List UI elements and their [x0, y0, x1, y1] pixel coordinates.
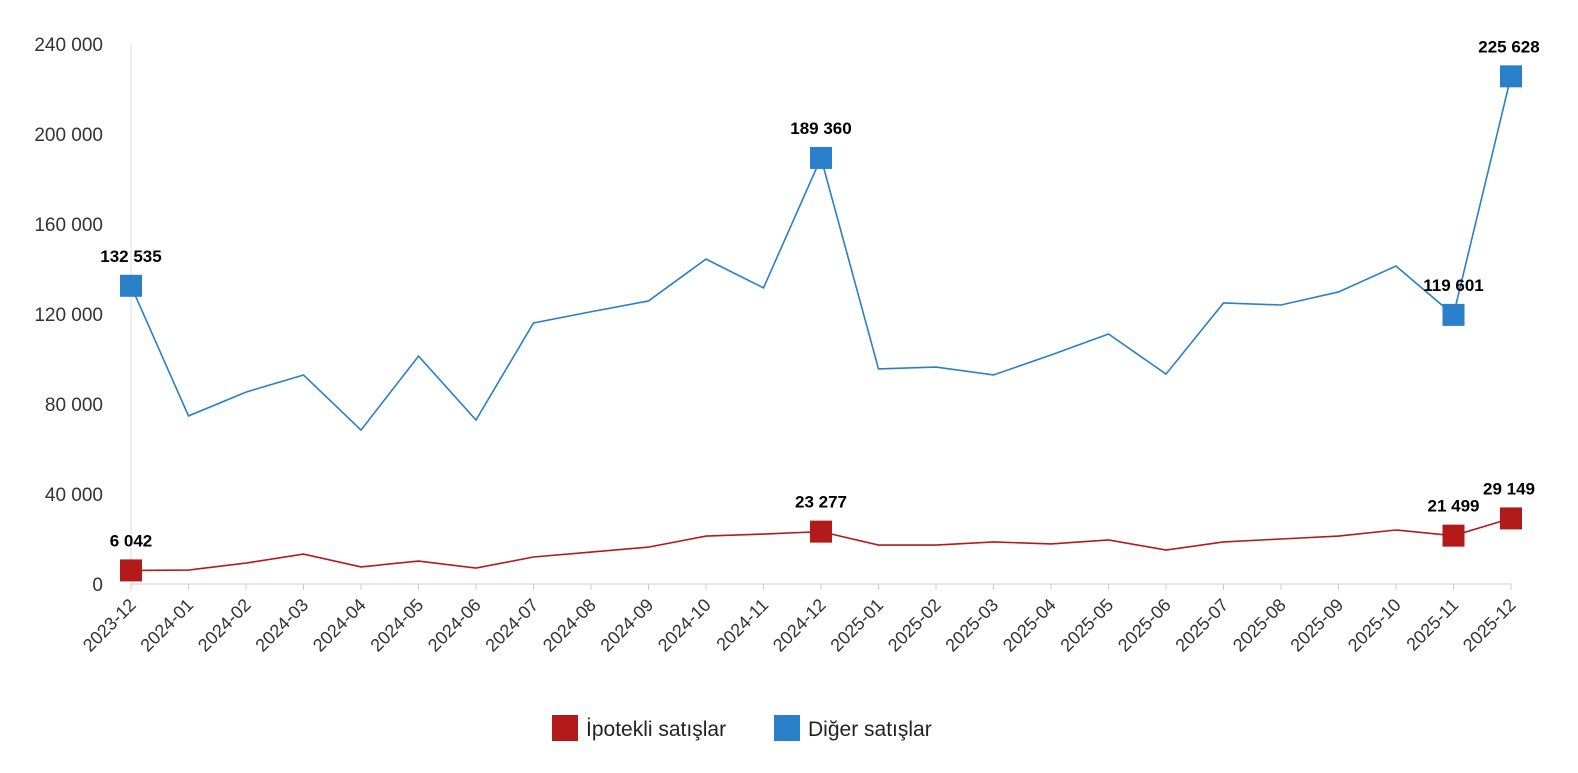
data-marker — [120, 274, 142, 297]
x-tick-label: 2024-02 — [194, 595, 255, 656]
data-label: 6 042 — [110, 531, 153, 550]
x-tick-label: 2025-05 — [1056, 595, 1117, 656]
x-tick-label: 2024-01 — [136, 595, 197, 656]
legend-swatch-1 — [774, 715, 800, 741]
y-tick-label: 80 000 — [45, 395, 103, 416]
x-tick-label: 2024-12 — [769, 595, 830, 656]
x-tick-label: 2025-01 — [826, 595, 887, 656]
data-marker — [1500, 507, 1522, 530]
data-label: 225 628 — [1478, 37, 1539, 56]
x-tick-label: 2025-02 — [884, 595, 945, 656]
data-label: 119 601 — [1423, 276, 1484, 295]
x-tick-label: 2025-08 — [1229, 595, 1290, 656]
x-tick-label: 2025-03 — [941, 595, 1002, 656]
x-tick-label: 2024-08 — [539, 595, 600, 656]
y-tick-label: 40 000 — [45, 485, 103, 506]
x-tick-label: 2025-07 — [1171, 595, 1232, 656]
data-marker — [810, 520, 832, 543]
y-tick-label: 200 000 — [34, 125, 103, 146]
x-tick-label: 2024-11 — [712, 595, 772, 655]
legend-label-1: Diğer satışlar — [808, 718, 932, 741]
data-marker — [1442, 524, 1465, 547]
y-tick-label: 120 000 — [34, 305, 103, 326]
data-marker — [120, 559, 142, 582]
x-tick-label: 2025-06 — [1114, 595, 1175, 656]
legend-swatch-0 — [552, 715, 578, 741]
x-tick-label: 2023-12 — [79, 595, 140, 656]
x-tick-label: 2024-07 — [481, 595, 542, 656]
x-tick-label: 2025-10 — [1344, 595, 1405, 656]
data-label: 29 149 — [1483, 479, 1535, 498]
x-tick-label: 2025-11 — [1402, 595, 1462, 655]
data-label: 189 360 — [790, 119, 851, 138]
x-tick-label: 2025-12 — [1459, 595, 1520, 656]
data-label: 132 535 — [100, 247, 161, 266]
x-tick-label: 2024-03 — [251, 595, 312, 656]
x-tick-label: 2025-09 — [1286, 595, 1347, 656]
x-tick-label: 2024-05 — [366, 595, 427, 656]
y-tick-label: 0 — [92, 575, 103, 596]
data-label: 21 499 — [1428, 497, 1480, 516]
data-marker — [1500, 65, 1522, 88]
x-tick-label: 2025-04 — [999, 595, 1060, 656]
legend-label-0: İpotekli satışlar — [586, 718, 726, 741]
data-marker — [1442, 303, 1465, 326]
y-tick-label: 160 000 — [34, 215, 103, 236]
data-marker — [810, 146, 832, 169]
x-tick-label: 2024-04 — [309, 595, 370, 656]
y-tick-label: 240 000 — [34, 35, 103, 56]
x-tick-label: 2024-09 — [596, 595, 657, 656]
data-label: 23 277 — [795, 493, 847, 512]
x-tick-label: 2024-10 — [654, 595, 715, 656]
x-tick-label: 2024-06 — [424, 595, 485, 656]
